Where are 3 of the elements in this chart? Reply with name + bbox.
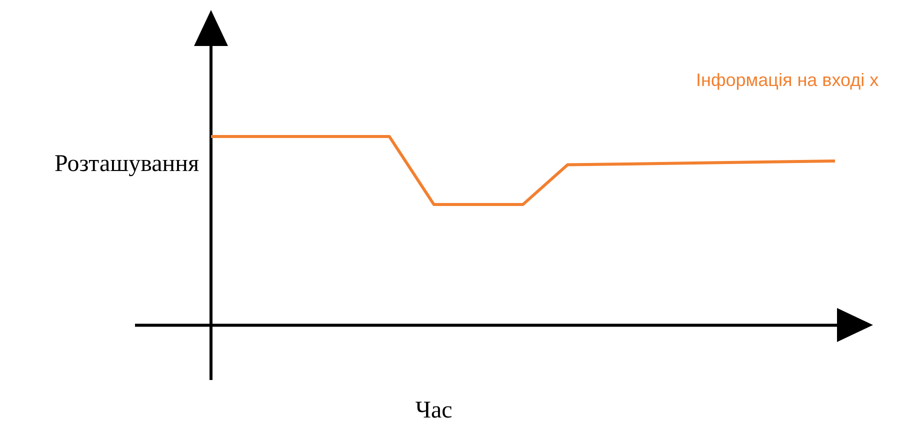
x-axis-title: Час: [415, 397, 452, 424]
y-axis-title: Розташування: [54, 151, 199, 178]
text: Інформація на вході x: [696, 70, 879, 91]
